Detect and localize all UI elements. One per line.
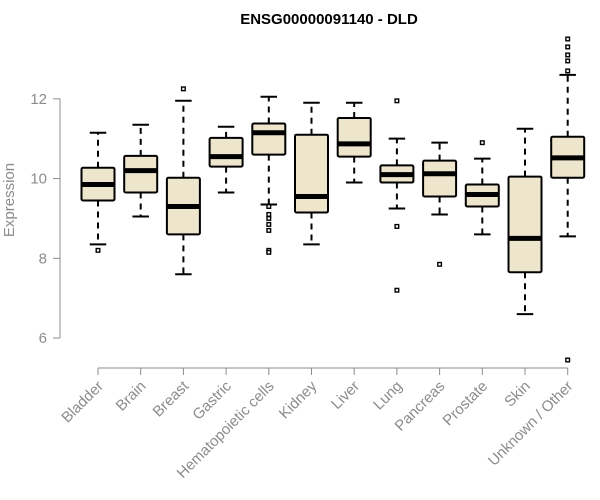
x-category-label: Liver bbox=[328, 378, 363, 413]
box-iqr bbox=[336, 116, 372, 158]
outlier-point bbox=[266, 221, 272, 227]
outlier-point bbox=[266, 249, 272, 255]
y-axis: 6 8 10 12 bbox=[30, 91, 61, 347]
x-category-label: Kidney bbox=[276, 377, 321, 422]
y-tick-label: 12 bbox=[30, 91, 47, 108]
outlier-point bbox=[565, 68, 571, 74]
outlier-point bbox=[95, 247, 101, 253]
x-category-label: Bladder bbox=[58, 378, 107, 427]
outlier-point bbox=[479, 140, 485, 146]
outlier-point bbox=[394, 98, 400, 104]
x-category-label: Brain bbox=[113, 378, 150, 415]
box-kidney bbox=[294, 101, 329, 246]
y-tick-label: 8 bbox=[39, 250, 47, 267]
outlier-point bbox=[565, 36, 571, 42]
outlier-point bbox=[266, 215, 272, 221]
outlier-point bbox=[266, 211, 272, 217]
outlier-point bbox=[394, 223, 400, 229]
box-liver bbox=[336, 101, 372, 184]
outlier-point bbox=[565, 44, 571, 50]
box-iqr bbox=[123, 154, 159, 194]
box-lung bbox=[379, 98, 415, 293]
box-iqr bbox=[208, 136, 244, 168]
outlier-point bbox=[437, 261, 443, 267]
box-pancreas bbox=[422, 141, 458, 267]
box-skin bbox=[507, 127, 543, 316]
box-brain bbox=[123, 123, 159, 218]
box-iqr bbox=[251, 122, 287, 156]
y-axis-label: Expression bbox=[1, 163, 18, 237]
outlier-point bbox=[180, 86, 186, 92]
box-series bbox=[80, 36, 586, 363]
x-category-label: Skin bbox=[501, 378, 534, 411]
box-prostate bbox=[464, 140, 500, 236]
box-iqr bbox=[422, 159, 458, 198]
outlier-point bbox=[565, 58, 571, 64]
outlier-point bbox=[394, 287, 400, 293]
box-breast bbox=[165, 86, 201, 276]
x-category-label: Lung bbox=[370, 378, 406, 414]
x-axis bbox=[97, 367, 569, 375]
chart-title: ENSG00000091140 - DLD bbox=[240, 11, 418, 28]
box-unknown-other bbox=[550, 36, 586, 363]
box-iqr bbox=[507, 175, 543, 274]
outlier-point bbox=[565, 357, 571, 363]
y-tick-label: 6 bbox=[39, 330, 47, 347]
outlier-point bbox=[266, 203, 272, 209]
box-hematopoietic-cells bbox=[251, 95, 287, 255]
box-iqr bbox=[294, 133, 329, 214]
outlier-point bbox=[266, 227, 272, 233]
x-category-label: Breast bbox=[150, 377, 193, 420]
y-tick-label: 10 bbox=[30, 171, 47, 188]
box-gastric bbox=[208, 125, 244, 194]
outlier-point bbox=[565, 52, 571, 58]
box-bladder bbox=[80, 131, 116, 253]
x-category-label: Prostate bbox=[440, 378, 492, 430]
